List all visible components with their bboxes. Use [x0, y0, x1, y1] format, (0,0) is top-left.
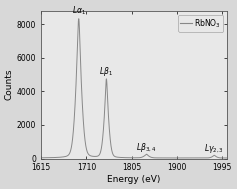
- Text: $L\alpha_1$: $L\alpha_1$: [72, 5, 86, 17]
- Text: $L\beta_1$: $L\beta_1$: [99, 65, 113, 78]
- Legend: RbNO$_3$: RbNO$_3$: [178, 15, 223, 32]
- Y-axis label: Counts: Counts: [5, 69, 14, 101]
- Text: $L\beta_{3,4}$: $L\beta_{3,4}$: [136, 141, 157, 154]
- Text: $L\gamma_{2,3}$: $L\gamma_{2,3}$: [204, 142, 224, 155]
- X-axis label: Energy (eV): Energy (eV): [107, 175, 161, 184]
